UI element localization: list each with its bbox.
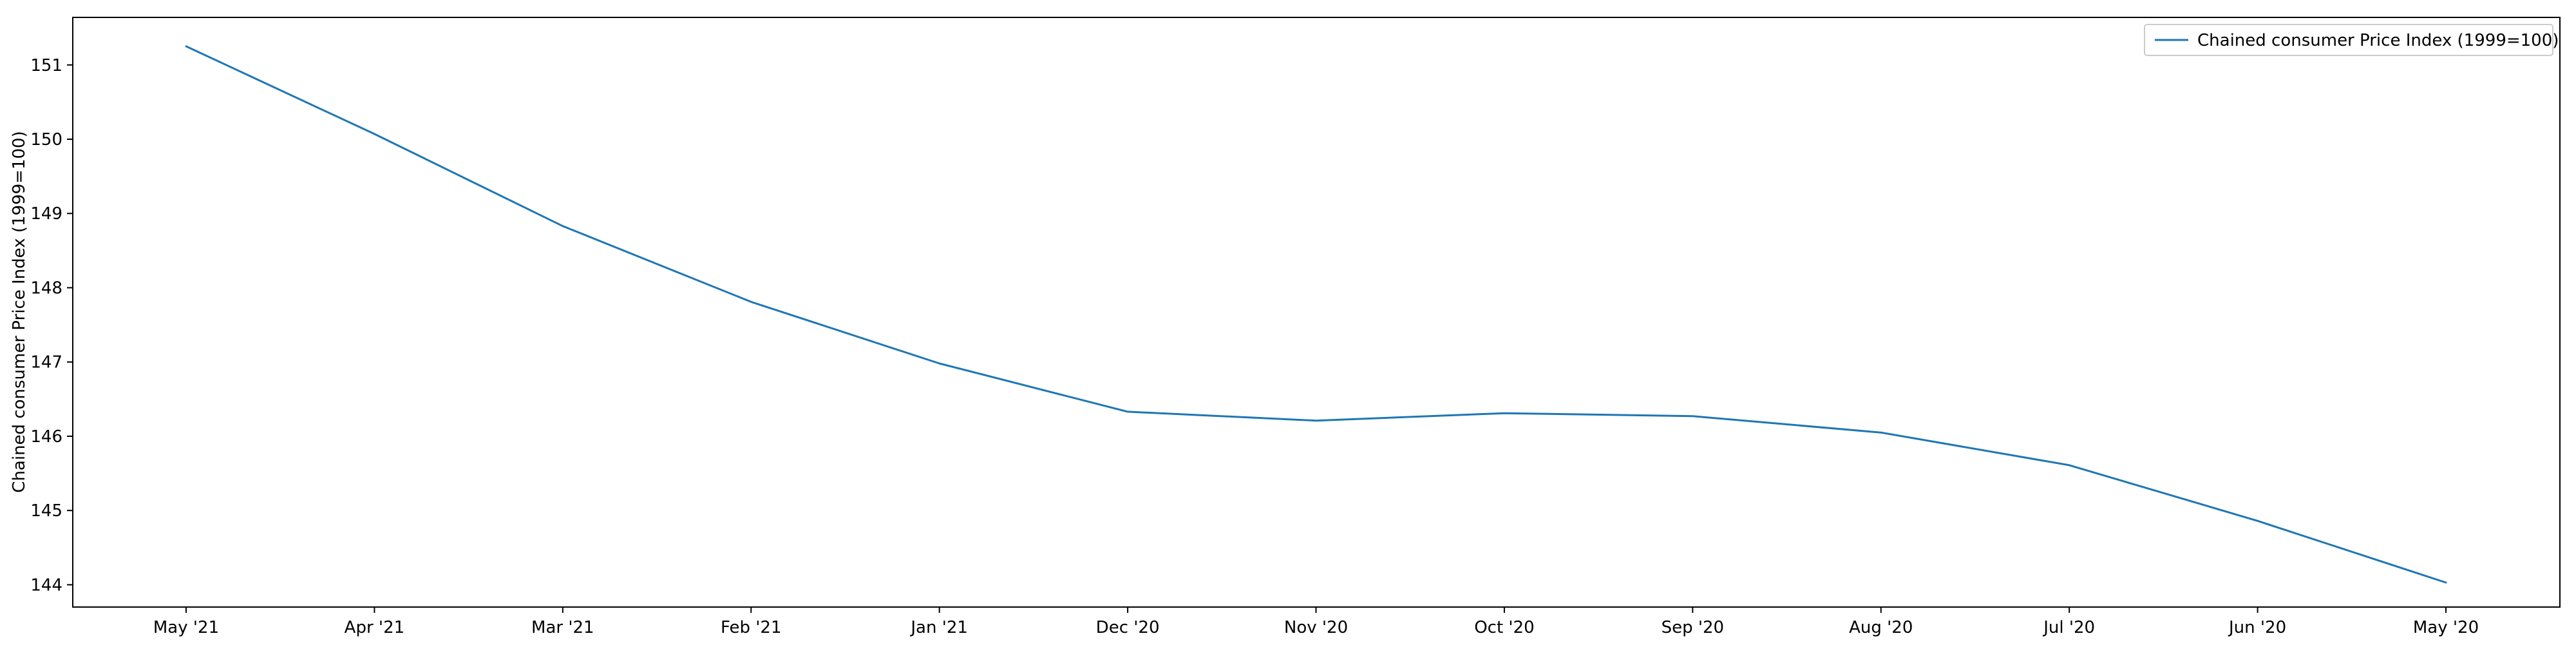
- y-axis-label: Chained consumer Price Index (1999=100): [10, 131, 29, 492]
- x-tick-label: Sep '20: [1662, 618, 1725, 637]
- legend-frame: [2144, 24, 2553, 56]
- x-tick-label: Feb '21: [721, 618, 782, 637]
- data-point: [2067, 463, 2071, 467]
- data-point: [749, 300, 753, 304]
- data-point: [1502, 411, 1506, 415]
- x-tick-label: Aug '20: [1849, 618, 1913, 637]
- x-tick-label: Apr '21: [345, 618, 404, 637]
- x-tick-label: May '20: [2413, 618, 2479, 637]
- data-point: [938, 362, 942, 365]
- legend: Chained consumer Price Index (1999=100): [2144, 24, 2559, 56]
- data-point: [2444, 581, 2448, 584]
- data-point: [1126, 410, 1130, 414]
- data-point: [1314, 419, 1318, 423]
- data-point: [184, 44, 188, 48]
- x-tick-label: Mar '21: [531, 618, 594, 637]
- y-tick-label: 151: [30, 56, 62, 75]
- plot-area: [72, 17, 2561, 608]
- x-tick-label: Nov '20: [1284, 618, 1348, 637]
- data-point: [561, 224, 565, 228]
- series-line: [185, 45, 2447, 584]
- x-axis: May '21 Apr '21 Mar '21 Feb '21 Jan '21 Dec '…: [153, 607, 2479, 637]
- y-tick-label: 147: [30, 353, 62, 372]
- y-axis: 144 145 146 147 148 149 150 151: [30, 56, 73, 595]
- y-tick-label: 148: [30, 278, 62, 298]
- y-tick-label: 145: [30, 501, 62, 521]
- legend-label: Chained consumer Price Index (1999=100): [2197, 31, 2559, 50]
- y-tick-label: 150: [30, 130, 62, 150]
- x-tick-label: Jan '21: [909, 618, 968, 637]
- x-tick-label: Dec '20: [1096, 618, 1160, 637]
- x-tick-label: Jun '20: [2228, 618, 2286, 637]
- x-tick-label: Jul '20: [2042, 618, 2095, 637]
- x-tick-label: May '21: [153, 618, 219, 637]
- x-tick-label: Oct '20: [1474, 618, 1534, 637]
- y-tick-label: 146: [30, 427, 62, 447]
- y-tick-label: 144: [30, 575, 62, 595]
- data-point: [2256, 519, 2260, 523]
- data-point: [1879, 430, 1883, 434]
- data-point: [372, 132, 376, 136]
- y-tick-label: 149: [30, 204, 62, 224]
- data-point: [1690, 414, 1694, 418]
